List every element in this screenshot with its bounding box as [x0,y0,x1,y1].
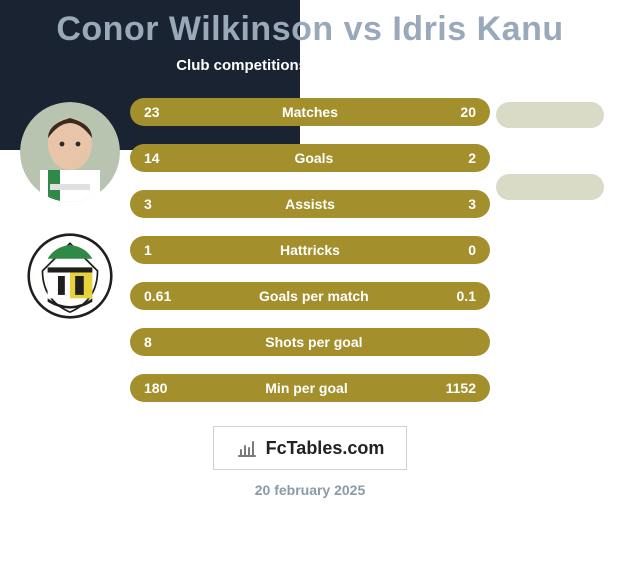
comparison-pill [496,102,604,128]
club-badge [20,226,120,326]
stat-row: 180 Min per goal 1152 [130,374,490,402]
stat-right-value: 3 [468,196,476,212]
comparison-pill [496,174,604,200]
stat-label: Goals [294,150,333,166]
page-subtitle: Club competitions, Season 2024/2025 [176,57,444,74]
stat-left-value: 8 [144,334,152,350]
stat-label: Shots per goal [265,334,362,350]
stat-row: 0.61 Goals per match 0.1 [130,282,490,310]
stat-left-value: 0.61 [144,288,171,304]
brand-label: FcTables.com [266,438,385,459]
stats-column: 23Matches2014Goals23Assists31Hattricks00… [130,98,490,402]
stat-right-value: 2 [468,150,476,166]
stat-row: 14 Goals 2 [130,144,490,172]
stat-left-value: 14 [144,150,160,166]
stat-row: 3 Assists 3 [130,190,490,218]
stat-label: Assists [285,196,335,212]
pill-column [490,98,610,402]
stat-right-value: 0 [468,242,476,258]
avatar-column [10,98,130,402]
page-title: Conor Wilkinson vs Idris Kanu [56,10,563,49]
stat-row: 1 Hattricks 0 [130,236,490,264]
stat-right-value: 0.1 [457,288,476,304]
stat-row: 23 Matches 20 [130,98,490,126]
stat-left-value: 1 [144,242,152,258]
stat-right-value: 20 [460,104,476,120]
stat-row: 8 Shots per goal [130,328,490,356]
player-avatar [20,102,120,202]
stat-right-value: 1152 [446,380,476,396]
stat-label: Hattricks [280,242,340,258]
stat-label: Min per goal [265,380,347,396]
stat-left-value: 180 [144,380,167,396]
stat-left-value: 3 [144,196,152,212]
stat-left-value: 23 [144,104,160,120]
stat-label: Matches [282,104,338,120]
chart-icon [236,437,258,459]
stat-label: Goals per match [259,288,369,304]
brand-box[interactable]: FcTables.com [213,426,408,470]
date-label: 20 february 2025 [255,482,366,498]
